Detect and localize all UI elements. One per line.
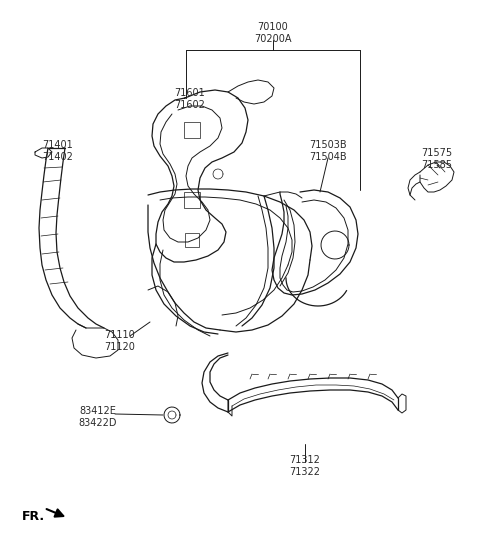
Text: 71601
71602: 71601 71602 [175, 88, 205, 110]
Bar [184, 122, 200, 138]
Bar [184, 192, 200, 208]
Text: 83412E
83422D: 83412E 83422D [79, 406, 117, 427]
Text: 70100
70200A: 70100 70200A [254, 22, 292, 44]
Text: 71503B
71504B: 71503B 71504B [309, 140, 347, 162]
Text: 71312
71322: 71312 71322 [289, 455, 321, 477]
Text: 71575
71585: 71575 71585 [421, 148, 453, 169]
Text: 71401
71402: 71401 71402 [43, 140, 73, 162]
Text: FR.: FR. [22, 510, 45, 523]
Text: 71110
71120: 71110 71120 [105, 330, 135, 352]
Bar [185, 233, 199, 247]
